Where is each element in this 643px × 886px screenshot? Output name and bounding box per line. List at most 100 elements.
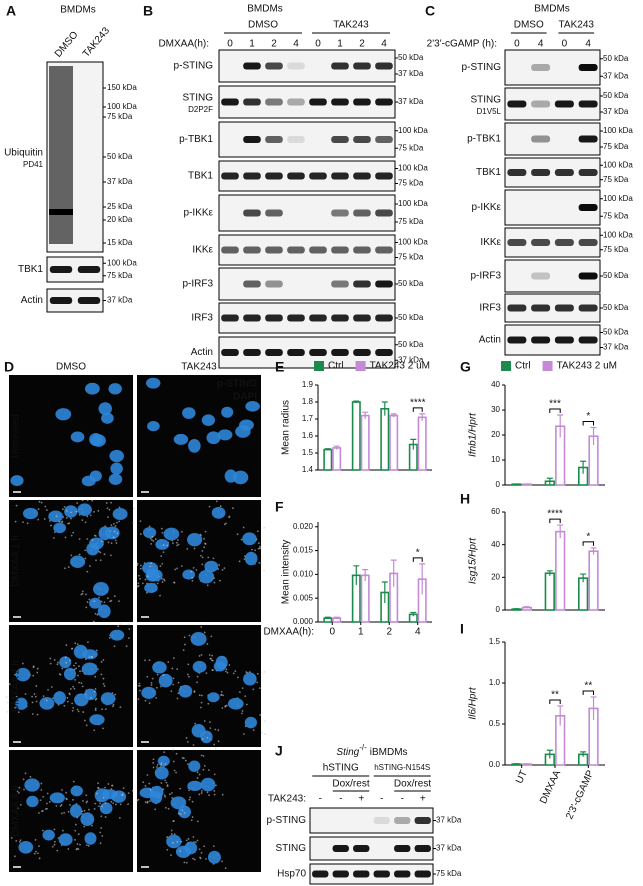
marker-label: 100 kDa bbox=[398, 238, 428, 247]
speckle bbox=[127, 637, 130, 640]
speckle bbox=[257, 547, 260, 550]
speckle bbox=[29, 775, 32, 778]
blot-band bbox=[353, 870, 370, 878]
bar bbox=[417, 416, 427, 471]
speckle bbox=[112, 536, 115, 539]
speckle bbox=[41, 810, 44, 812]
blot-band bbox=[331, 349, 349, 356]
speckle bbox=[17, 807, 20, 810]
speckle bbox=[139, 689, 141, 692]
nucleus bbox=[93, 582, 109, 596]
speckle bbox=[98, 805, 100, 808]
panel-label: J bbox=[275, 743, 283, 759]
panel-label: G bbox=[460, 359, 471, 375]
blot-label: STING bbox=[470, 95, 501, 106]
error-bar bbox=[419, 563, 426, 595]
speckle bbox=[47, 688, 49, 691]
speckle bbox=[150, 543, 152, 545]
speckle bbox=[161, 581, 164, 583]
error-bar bbox=[557, 524, 564, 539]
y-tick-label: 10 bbox=[491, 455, 500, 464]
blot-band bbox=[373, 817, 390, 824]
nucleus bbox=[63, 667, 77, 681]
speckle bbox=[84, 719, 86, 722]
speckle bbox=[64, 656, 67, 659]
column-label: DMSO bbox=[56, 362, 86, 373]
speckle bbox=[34, 838, 37, 841]
speckle bbox=[176, 567, 178, 570]
speckle bbox=[252, 729, 255, 731]
speckle bbox=[139, 533, 142, 535]
timepoint: 1 bbox=[249, 39, 255, 50]
blot-band bbox=[578, 304, 598, 312]
speckle bbox=[169, 793, 171, 796]
speckle bbox=[57, 661, 59, 664]
nucleus bbox=[244, 551, 258, 566]
blot-band bbox=[531, 169, 551, 176]
y-tick-label: 40 bbox=[491, 540, 500, 549]
y-tick-label: 40 bbox=[491, 380, 500, 389]
speckle bbox=[172, 677, 175, 680]
blot-band bbox=[265, 98, 283, 106]
blot-band bbox=[243, 246, 261, 254]
speckle bbox=[85, 794, 88, 797]
error-bar bbox=[381, 581, 388, 603]
speckle bbox=[53, 843, 56, 846]
speckle bbox=[93, 600, 96, 603]
blot-band bbox=[353, 136, 371, 143]
speckle bbox=[110, 800, 113, 803]
speckle bbox=[118, 600, 120, 602]
speckle bbox=[208, 794, 210, 797]
timepoint: 0 bbox=[514, 39, 520, 50]
nucleus bbox=[69, 804, 82, 818]
error-bar bbox=[590, 696, 597, 720]
speckle bbox=[32, 665, 35, 668]
speckle bbox=[45, 699, 48, 702]
speckle bbox=[175, 541, 178, 544]
speckle bbox=[84, 549, 87, 552]
timepoint: 0 bbox=[315, 39, 321, 50]
speckle bbox=[217, 568, 220, 570]
speckle bbox=[61, 520, 64, 523]
speckle bbox=[166, 544, 169, 547]
marker-label: 100 kDa bbox=[107, 258, 137, 267]
speckle bbox=[160, 763, 162, 766]
speckle bbox=[76, 843, 79, 845]
y-tick-label: 60 bbox=[491, 507, 500, 516]
speckle bbox=[208, 654, 211, 656]
nucleus bbox=[170, 796, 187, 810]
row-label: DMXAA 1 h bbox=[11, 535, 22, 587]
blot-band bbox=[353, 845, 370, 852]
speckle bbox=[224, 705, 227, 708]
legend-label: Ctrl bbox=[328, 361, 344, 372]
speckle bbox=[263, 720, 266, 723]
bar bbox=[360, 574, 370, 623]
speckle bbox=[217, 729, 220, 732]
legend-label: TAK243 2 uM bbox=[370, 361, 430, 372]
speckle bbox=[242, 733, 245, 735]
speckle bbox=[224, 670, 227, 673]
nucleus bbox=[15, 667, 31, 682]
speckle bbox=[80, 682, 83, 685]
speckle bbox=[99, 551, 102, 554]
speckle bbox=[201, 556, 204, 559]
blot-band bbox=[507, 336, 527, 344]
speckle bbox=[141, 582, 144, 585]
speckle bbox=[254, 549, 257, 552]
blot-band bbox=[265, 246, 283, 254]
nucleus bbox=[204, 560, 219, 573]
nucleus bbox=[188, 439, 201, 453]
speckle bbox=[100, 673, 103, 676]
speckle bbox=[93, 690, 96, 693]
speckle bbox=[61, 667, 64, 670]
speckle bbox=[67, 848, 70, 850]
error-bar bbox=[410, 611, 417, 617]
speckle bbox=[31, 713, 34, 715]
blot-band bbox=[373, 870, 390, 878]
speckle bbox=[128, 628, 131, 630]
speckle bbox=[94, 709, 97, 711]
speckle bbox=[15, 504, 18, 507]
speckle bbox=[6, 710, 9, 713]
speckle bbox=[256, 681, 259, 684]
nucleus bbox=[70, 431, 85, 443]
